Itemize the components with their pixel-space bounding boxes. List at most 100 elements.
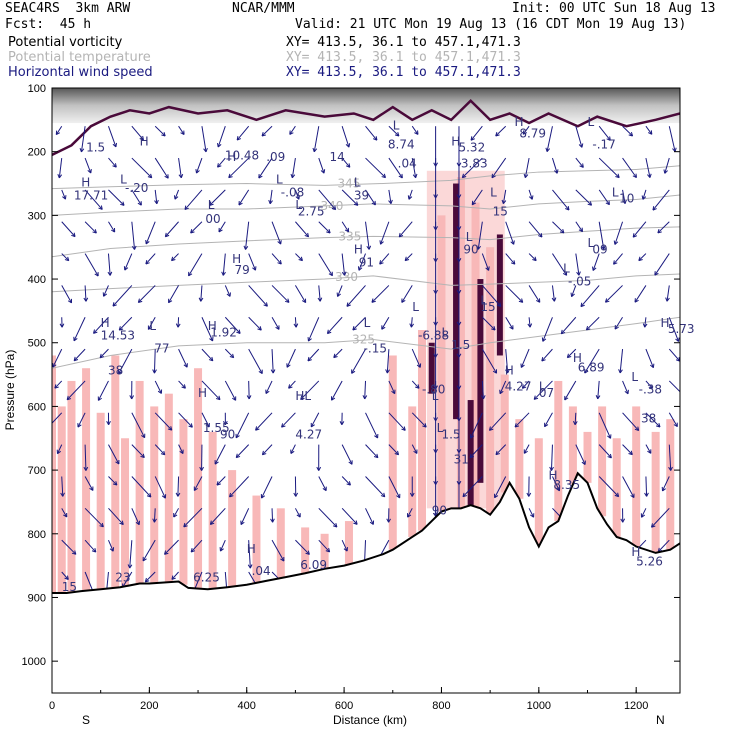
wind-arrowhead-97	[209, 336, 214, 342]
wind-vector-291	[514, 412, 530, 428]
wind-vector-89	[171, 571, 179, 580]
wind-vector-49	[124, 253, 133, 271]
wind-arrowhead-287	[532, 256, 537, 262]
wind-vector-223	[398, 221, 413, 238]
wind-arrowhead-201	[362, 395, 368, 400]
pv-shade-1	[57, 406, 66, 594]
wind-arrowhead-217	[394, 450, 400, 456]
wind-vector-339	[622, 380, 629, 395]
wind-vector-122	[238, 189, 250, 206]
wind-vector-359	[664, 157, 670, 174]
wind-arrowhead-133	[240, 520, 245, 526]
wind-arrowhead-285	[528, 195, 534, 200]
wind-arrowhead-337	[605, 298, 610, 303]
wind-vector-147	[271, 508, 274, 523]
hl-annotation-45: H	[514, 115, 523, 129]
wind-arrowhead-333	[632, 173, 637, 179]
wind-arrowhead-63	[154, 199, 159, 205]
wind-arrowhead-351	[642, 323, 648, 328]
hl-annotation-26: 3.83	[461, 157, 488, 171]
wind-vector-17	[84, 189, 103, 210]
wind-vector-163	[295, 539, 310, 555]
wind-vector-130	[235, 444, 250, 458]
south-label: S	[82, 713, 90, 727]
hl-annotation-66: 1.55	[203, 421, 230, 435]
wind-vector-300	[551, 285, 555, 302]
wind-arrowhead-112	[236, 329, 241, 334]
hl-annotation-81: 90	[432, 504, 447, 518]
wind-arrowhead-123	[238, 201, 243, 206]
wind-vector-287	[528, 285, 541, 303]
wind-vector-212	[381, 317, 390, 330]
hl-annotation-10: L	[295, 198, 302, 212]
wind-vector-41	[108, 476, 118, 486]
wind-arrowhead-23	[73, 356, 79, 362]
hl-annotation-23: 1.5	[451, 338, 470, 352]
wind-vector-123	[244, 221, 250, 250]
wind-arrowhead-46	[139, 135, 144, 141]
wind-vector-111	[224, 316, 241, 334]
hl-annotation-36: 07	[539, 386, 554, 400]
wind-arrowhead-368	[673, 422, 678, 428]
hl-annotation-46: 8.79	[519, 127, 546, 141]
wind-arrowhead-41	[115, 460, 120, 465]
wind-vector-229	[411, 412, 427, 428]
wind-vector-80	[168, 285, 180, 303]
hl-annotation-73: .04	[252, 564, 271, 578]
wind-arrowhead-336	[613, 260, 618, 265]
wind-vector-124	[248, 253, 256, 271]
wind-arrowhead-327	[584, 369, 589, 374]
wind-vector-137	[269, 189, 273, 204]
wind-vector-55	[131, 444, 145, 458]
wind-vector-216	[388, 444, 399, 456]
wind-vector-268	[469, 444, 483, 459]
wind-arrowhead-273	[501, 199, 507, 205]
wind-vector-74	[144, 571, 156, 583]
wind-arrowhead-3	[62, 195, 67, 200]
wind-vector-352	[645, 380, 653, 389]
wind-vector-213	[386, 349, 390, 374]
wind-vector-150	[289, 125, 296, 135]
wind-vector-344	[645, 125, 653, 135]
wind-vector-96	[201, 317, 214, 342]
wind-arrowhead-362	[657, 228, 662, 234]
wind-arrowhead-219	[386, 518, 392, 523]
wind-arrowhead-110	[221, 271, 226, 276]
wind-vector-214	[388, 380, 396, 394]
wind-arrowhead-91	[203, 147, 208, 153]
wind-vector-43	[108, 539, 114, 552]
wind-arrowhead-166	[320, 169, 326, 174]
wind-arrowhead-51	[112, 302, 117, 307]
wind-vector-136	[258, 157, 273, 179]
x-tick-label-200: 200	[140, 700, 158, 712]
wind-vector-306	[552, 476, 560, 492]
wind-arrowhead-334	[622, 199, 627, 204]
wind-arrowhead-59	[127, 564, 133, 569]
wind-vector-131	[229, 476, 250, 498]
wind-vector-36	[93, 316, 109, 334]
wind-arrowhead-82	[175, 323, 181, 328]
wind-arrowhead-29	[91, 548, 97, 553]
hl-annotation-72: H	[247, 542, 256, 556]
theta-label-345: 345	[338, 177, 361, 191]
wind-arrowhead-210	[379, 240, 384, 245]
wind-arrowhead-292	[514, 423, 520, 428]
wind-vector-168	[318, 253, 333, 276]
wind-vector-165	[318, 157, 325, 174]
theta-contour-345	[52, 165, 680, 190]
pv-shade-core	[426, 170, 505, 509]
wind-arrowhead-35	[107, 271, 113, 276]
wind-arrowhead-307	[555, 486, 561, 492]
wind-vector-94	[188, 253, 203, 277]
wind-vector-277	[505, 349, 509, 374]
wind-vector-362	[654, 253, 670, 276]
wind-vector-197	[346, 285, 366, 307]
wind-vector-302	[541, 348, 553, 362]
wind-vector-351	[645, 348, 654, 368]
wind-vector-192	[365, 125, 378, 141]
hl-annotation-68: HL	[295, 389, 311, 403]
wind-vector-25	[84, 444, 87, 471]
theta-label-330: 330	[335, 270, 358, 284]
wind-arrowhead-17	[87, 168, 92, 174]
